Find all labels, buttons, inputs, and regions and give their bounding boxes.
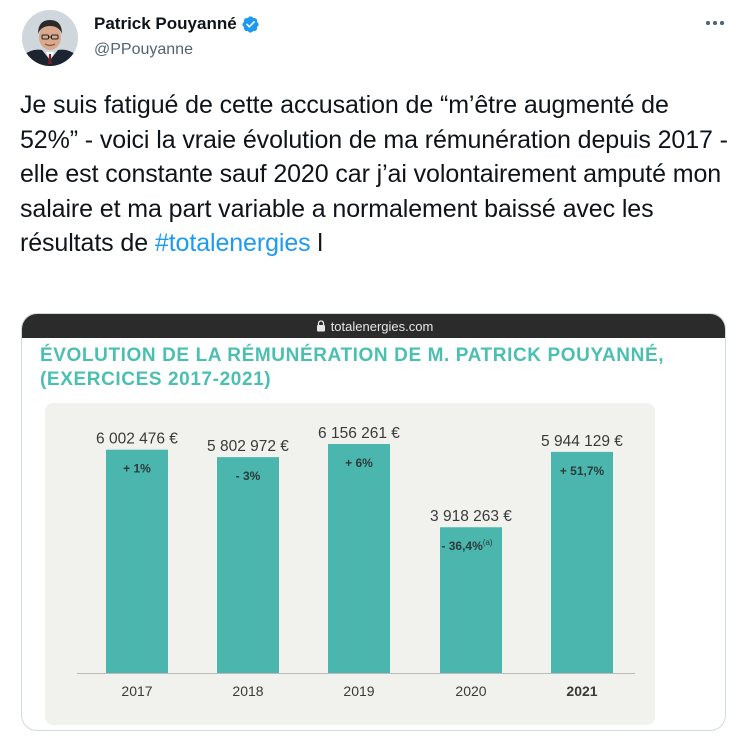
x-tick-label-2017: 2017 (121, 683, 152, 699)
chart-panel: 6 002 476 € + 1% 2017 5 802 972 € - 3% 2018 6 … (45, 403, 655, 725)
value-label-2021: 5 944 129 € (541, 433, 623, 450)
chart-title-line1: ÉVOLUTION DE LA RÉMUNÉRATION DE M. PATRI… (40, 345, 665, 366)
value-label-2017: 6 002 476 € (96, 431, 178, 448)
author-name-text: Patrick Pouyanné (94, 14, 237, 33)
chart-title: ÉVOLUTION DE LA RÉMUNÉRATION DE M. PATRI… (40, 344, 725, 392)
tweet-text-body: Je suis fatigué de cette accusation de “… (20, 91, 728, 257)
chart-title-line2: (EXERCICES 2017-2021) (40, 369, 272, 390)
media-image[interactable]: totalenergies.com ÉVOLUTION DE LA RÉMUNÉ… (21, 313, 726, 731)
tweet-text: Je suis fatigué de cette accusation de “… (20, 88, 732, 261)
bar-2021 (551, 451, 613, 673)
change-label-2020: - 36,4%(a) (441, 538, 492, 553)
browser-url-text: totalenergies.com (330, 318, 434, 334)
x-tick-label-2021: 2021 (566, 683, 597, 699)
bar-2019 (328, 444, 390, 673)
author-handle[interactable]: @PPouyanne (94, 41, 193, 58)
change-label-2017: + 1% (123, 462, 151, 476)
bar-chart: 6 002 476 € + 1% 2017 5 802 972 € - 3% 2018 6 … (77, 425, 635, 699)
x-tick-label-2019: 2019 (343, 683, 374, 699)
verified-badge-icon (242, 15, 259, 33)
avatar[interactable] (22, 10, 78, 66)
change-label-2021: + 51,7% (560, 464, 605, 478)
lock-icon (316, 320, 325, 332)
browser-url-bar: totalenergies.com (22, 314, 725, 338)
hashtag-link[interactable]: #totalenergies (154, 229, 311, 257)
value-label-2019: 6 156 261 € (318, 425, 400, 442)
change-label-2019: + 6% (345, 456, 373, 470)
change-label-2018: - 3% (236, 469, 261, 483)
bar-2017 (106, 449, 168, 673)
tweet-text-tail: l (310, 229, 323, 257)
bar-2018 (217, 457, 279, 673)
bar-2020 (440, 527, 502, 673)
value-label-2020: 3 918 263 € (430, 508, 512, 525)
more-options-icon[interactable] (704, 12, 726, 34)
x-tick-label-2018: 2018 (232, 683, 263, 699)
profile-photo-icon (22, 10, 78, 66)
x-tick-label-2020: 2020 (455, 683, 486, 699)
value-label-2018: 5 802 972 € (207, 438, 289, 455)
author-name[interactable]: Patrick Pouyanné (94, 14, 260, 34)
